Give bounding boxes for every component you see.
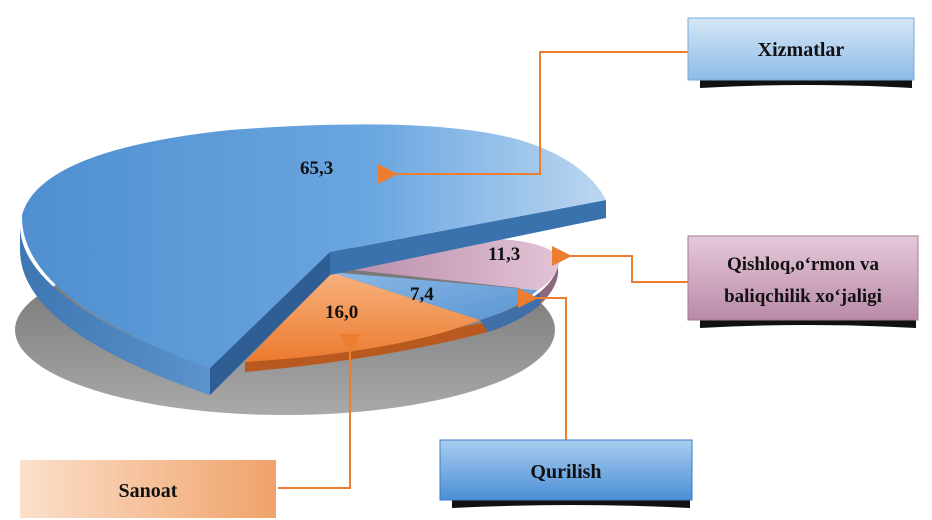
connector-qishloq bbox=[552, 246, 690, 283]
value-label-qishloq: 11,3 bbox=[488, 244, 520, 265]
connector-sanoat bbox=[278, 334, 360, 489]
connector-qurilish bbox=[518, 288, 567, 440]
callout-xizmatlar: Xizmatlar bbox=[687, 17, 915, 88]
callout-label-xizmatlar: Xizmatlar bbox=[758, 39, 845, 61]
callout-label-qishloq-line2: baliqchilik xo‘jaligi bbox=[724, 286, 882, 307]
callout-label-qurilish: Qurilish bbox=[530, 461, 601, 483]
callout-qishloq: Qishloq,o‘rmon va baliqchilik xo‘jaligi bbox=[687, 235, 919, 328]
value-label-sanoat: 16,0 bbox=[325, 302, 358, 323]
callout-sanoat: Sanoat bbox=[20, 460, 276, 518]
value-label-qurilish: 7,4 bbox=[410, 284, 434, 305]
callout-qurilish: Qurilish bbox=[439, 439, 693, 508]
connector-xizmatlar bbox=[378, 51, 690, 184]
callout-label-sanoat: Sanoat bbox=[119, 480, 178, 502]
slice-qishloq bbox=[335, 238, 560, 305]
slice-xizmatlar bbox=[20, 124, 606, 395]
value-label-xizmatlar: 65,3 bbox=[300, 158, 333, 179]
slice-sanoat bbox=[245, 272, 488, 372]
callout-label-qishloq-line1: Qishloq,o‘rmon va bbox=[727, 254, 880, 275]
